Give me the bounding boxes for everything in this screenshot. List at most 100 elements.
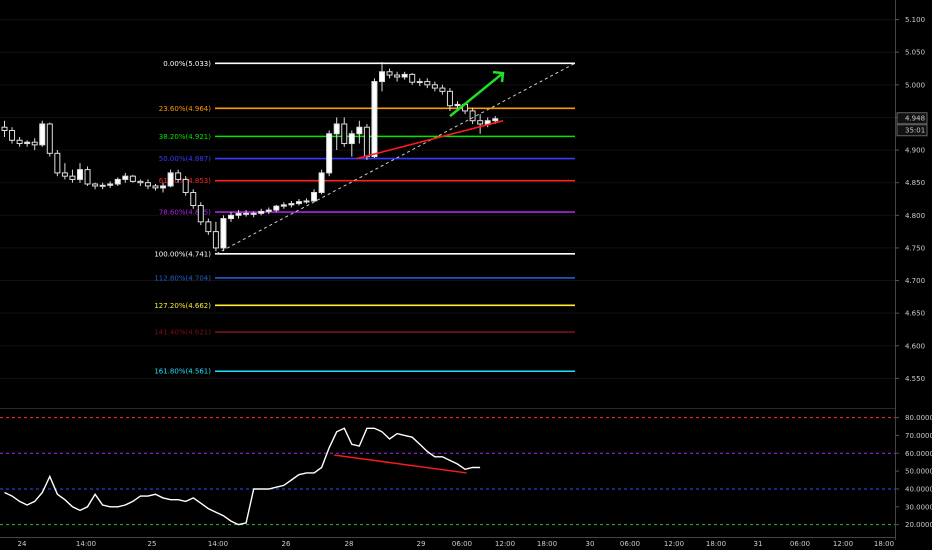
price-axis-tick: 4.700	[905, 277, 925, 285]
time-axis-tick: 18:00	[874, 540, 894, 548]
candle-body	[9, 129, 16, 141]
candle-body	[212, 231, 219, 249]
candle-body	[431, 84, 438, 89]
candle-body	[39, 123, 46, 146]
candle-body	[318, 172, 325, 193]
price-axis-tick: 5.000	[905, 81, 925, 89]
price-axis[interactable]: 5.1005.0505.0004.9504.9004.8504.8004.750…	[895, 0, 932, 540]
fib-level-label: 127.20%(4.662)	[154, 302, 211, 310]
price-axis-tick: 4.850	[905, 179, 925, 187]
candle-body	[175, 172, 182, 180]
time-axis-tick: 26	[282, 540, 291, 548]
oscillator-axis-tick: 60.0000	[905, 450, 932, 458]
fib-level-label: 112.80%(4.704)	[154, 274, 211, 282]
candle-body	[228, 214, 234, 220]
price-axis-tick: 5.100	[905, 16, 925, 24]
candle-body	[265, 209, 272, 212]
candle-body	[326, 133, 333, 174]
candle-body	[409, 73, 416, 83]
time-axis-tick: 18:00	[706, 540, 726, 548]
candle-body	[114, 178, 121, 185]
candle-body	[469, 110, 476, 122]
candle-body	[311, 191, 318, 202]
candle-body	[24, 141, 31, 145]
countdown-label: 35:01	[905, 127, 925, 135]
oscillator-axis-tick: 70.0000	[905, 432, 932, 440]
time-axis-tick: 24	[18, 540, 27, 548]
candle-body	[144, 182, 151, 187]
candle-body	[205, 221, 212, 233]
candle-body	[122, 175, 129, 180]
candle-body	[61, 172, 68, 177]
candle-body	[69, 175, 76, 180]
price-axis-tick: 4.800	[905, 212, 925, 220]
time-axis-tick: 30	[586, 540, 595, 548]
candle-body	[167, 172, 174, 187]
price-axis-tick: 4.900	[905, 147, 925, 155]
candle-body	[492, 118, 499, 122]
price-axis-tick: 4.750	[905, 244, 925, 252]
current-price-label: 4.948	[905, 115, 925, 123]
candle-body	[356, 126, 363, 135]
candle-body	[107, 183, 114, 186]
time-axis-tick: 06:00	[620, 540, 640, 548]
candle-body	[379, 71, 385, 83]
candle-body	[333, 123, 340, 135]
candle-body	[243, 212, 250, 215]
oscillator-line	[4, 427, 481, 526]
fibonacci-retracement[interactable]: 0.00%(5.033) 23.60%(4.964) 38.20%(4.921) 50…	[154, 60, 575, 376]
candle-body	[92, 183, 99, 187]
candle-body	[341, 123, 348, 145]
time-axis-tick: 25	[148, 540, 157, 548]
dashed-trend-line	[216, 62, 576, 255]
price-axis-tick: 4.650	[905, 310, 925, 318]
oscillator-axis-tick: 30.0000	[905, 503, 932, 511]
candle-body	[54, 152, 61, 174]
candle-body	[1, 126, 8, 131]
candle-body	[160, 185, 167, 189]
candle-body	[371, 81, 378, 158]
fib-level-label: 141.40%(4.621)	[154, 329, 211, 337]
countdown-box	[896, 124, 928, 137]
fib-level-label: 78.60%(4.805)	[159, 209, 211, 217]
candle-body	[363, 126, 370, 158]
time-axis-tick: 14:00	[208, 540, 228, 548]
candle-body	[129, 175, 136, 182]
time-axis-tick: 14:00	[76, 540, 96, 548]
candle-body	[31, 141, 38, 146]
red-trendline	[356, 119, 504, 160]
candle-body	[439, 87, 446, 92]
oscillator-axis-tick: 40.0000	[905, 485, 932, 493]
time-axis[interactable]: 24 14:00 25 14:00 26 28 29 06:00 12:00 18:00 30 06:…	[0, 537, 895, 549]
candle-body	[386, 71, 393, 76]
green-arrow-shaft	[449, 72, 504, 118]
fib-level-label: 23.60%(4.964)	[159, 105, 211, 113]
price-axis-tick: 4.600	[905, 342, 925, 350]
price-axis-tick: 4.550	[905, 375, 925, 383]
time-axis-tick: 29	[417, 540, 426, 548]
candle-body	[394, 74, 401, 78]
candle-body	[190, 191, 197, 207]
candle-body	[454, 103, 461, 107]
time-axis-tick: 06:00	[452, 540, 472, 548]
candlestick-series	[1, 61, 499, 252]
chart-drawings[interactable]	[216, 62, 576, 255]
candle-body	[303, 200, 310, 203]
candle-body	[348, 133, 355, 145]
candle-body	[16, 139, 23, 145]
fib-level-label: 38.20%(4.921)	[159, 133, 211, 141]
time-axis-tick: 28	[345, 540, 354, 548]
fib-level-label: 50.00%(4.887)	[159, 155, 211, 163]
candle-body	[220, 218, 227, 249]
candle-body	[235, 212, 242, 216]
candle-body	[280, 204, 287, 207]
candle-body	[446, 90, 453, 107]
candle-body	[152, 185, 159, 189]
candle-body	[401, 73, 408, 78]
price-axis-tick: 5.050	[905, 49, 925, 57]
candle-body	[477, 120, 484, 125]
fib-level-label: 100.00%(4.741)	[154, 250, 211, 258]
candle-body	[288, 203, 295, 206]
time-axis-tick: 12:00	[495, 540, 515, 548]
